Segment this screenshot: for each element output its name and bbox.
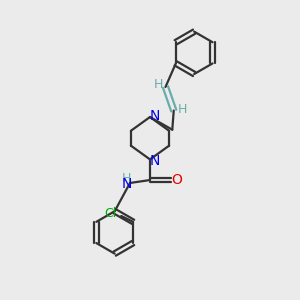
Text: H: H [177,103,187,116]
Text: N: N [150,154,160,168]
Text: N: N [150,109,160,122]
Text: O: O [171,173,182,187]
Text: H: H [122,172,131,185]
Text: N: N [122,177,132,191]
Text: H: H [154,78,163,91]
Text: Cl: Cl [105,207,117,220]
